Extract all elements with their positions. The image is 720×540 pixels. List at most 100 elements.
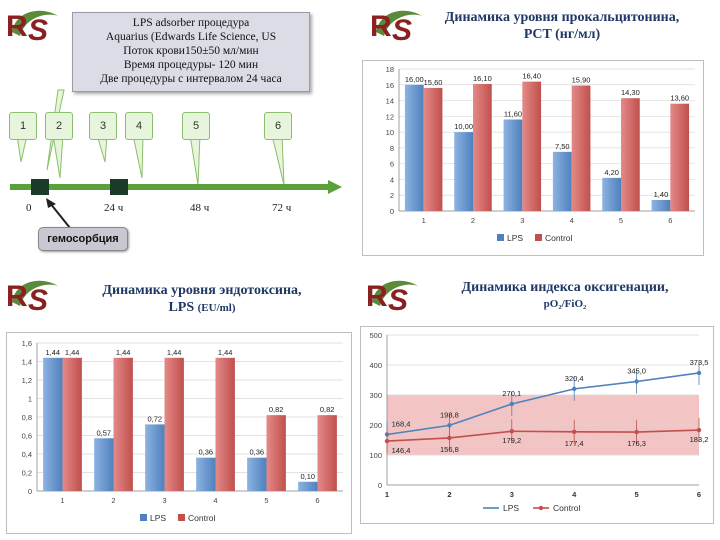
data-label: 320,4 [565,374,584,383]
data-point-lps [634,379,639,384]
bar-control [522,81,542,211]
data-label: 7,50 [555,142,570,151]
data-label: 0,82 [320,405,335,414]
y-tick-label: 14 [386,97,394,106]
x-tick-label: 4 [570,216,574,225]
svg-text:R: R [370,10,392,43]
data-label: 16,10 [473,74,492,83]
data-label: 1,44 [218,348,233,357]
callout-tail [132,134,144,179]
x-tick-label: 5 [264,496,268,505]
data-label: 0,72 [148,414,163,423]
bar-control [621,98,640,211]
data-label: 14,30 [621,88,640,97]
data-label: 177,4 [565,439,584,448]
data-label: 13,60 [670,94,689,103]
y-tick-label: 16 [386,81,394,90]
svg-text:S: S [28,284,48,314]
timepoint-callout-6: 6 [264,112,292,140]
series-line-lps [386,372,700,436]
y-tick-label: 0,6 [22,432,32,441]
bar-control [670,103,690,211]
bar-control [62,357,82,491]
x-tick-label: 5 [619,216,623,225]
y-tick-label: 8 [390,144,394,153]
y-tick-label: 18 [386,65,394,74]
bar-control [317,415,337,491]
x-tick-label: 3 [162,496,166,505]
info-line: Поток крови150±50 мл/мин [123,45,259,57]
legend-label-control: Control [545,233,573,243]
data-label: 15,60 [424,78,443,87]
data-label: 1,44 [167,348,182,357]
data-label: 0,82 [269,405,284,414]
y-tick-label: 0,8 [22,413,32,422]
data-point-lps [509,401,514,407]
timeline-axis [10,184,330,190]
pct-title: Динамика уровня прокальцитонина, [444,10,680,25]
bar-control [266,415,286,491]
x-tick-label: 2 [447,490,451,499]
legend-swatch-control [535,234,542,241]
lps-subtitle: LPS [168,300,195,315]
legend-label-lps: LPS [150,513,166,523]
data-point-control [572,429,577,434]
y-tick-label: 2 [390,191,394,200]
bar-lps [247,457,267,491]
y-tick-label: 300 [369,391,382,400]
y-tick-label: 1,4 [22,358,32,367]
bar-control [113,357,133,491]
legend-label-lps: LPS [503,503,519,513]
timepoint-callout-3: 3 [89,112,117,140]
legend-swatch-control [178,514,185,521]
bar-lps [404,84,424,211]
data-label: 4,20 [604,168,619,177]
data-label: 183,2 [690,435,709,444]
x-tick-label: 6 [697,490,701,499]
data-label: 16,40 [522,72,541,81]
data-label: 146,4 [392,446,411,455]
data-label: 0,36 [199,448,214,457]
timeline-arrowhead [328,180,342,194]
svg-text:S: S [28,14,48,44]
bar-control [571,85,591,211]
bar-lps [602,177,621,211]
hemosorption-label: гемосорбция [38,227,128,251]
y-tick-label: 400 [369,361,382,370]
x-tick-label: 4 [213,496,217,505]
lps-subtitle-unit: (EU/ml) [197,302,236,314]
y-tick-label: 200 [369,421,382,430]
info-line: Две процедуры с интервалом 24 часа [100,73,282,85]
oxy-panel-title: Динамика индекса оксигенации, pO₂/FiO₂ [420,279,710,313]
oxy-chart-frame: 0 100 200 300 400 500 1 2 3 4 5 6 168,4 198,8 270,1 320… [360,326,714,524]
data-label: 16,00 [405,75,424,84]
lps-bar-chart: 0 0,2 0,4 0,6 0,8 1 1,2 1,4 1,6 1,44 1,44 1 0,57 1,44… [22,339,343,523]
x-tick-label: 1 [60,496,64,505]
timepoint-callout-1: 1 [9,112,37,140]
callout-tail [52,134,64,179]
y-tick-label: 6 [390,160,394,169]
info-line: Aquarius (Edwards Life Science, US [105,31,277,43]
data-point-control [384,438,390,444]
data-label: 1,40 [654,190,669,199]
legend-swatch-lps [140,514,147,521]
info-line: LPS adsorber процедура [132,17,250,29]
x-tick-label: 2 [471,216,475,225]
legend-label-lps: LPS [507,233,523,243]
bar-control [473,83,492,211]
callout-tail [189,134,201,186]
rsp-logo: R S [366,280,418,314]
bar-lps [298,481,318,491]
data-point-lps [447,423,452,428]
timeline-tick-label: 48 ч [190,202,210,214]
bar-lps [503,119,523,211]
series-line-control [386,429,700,442]
data-label: 11,60 [504,109,522,118]
data-label: 270,1 [502,389,521,398]
data-label: 0,57 [97,428,112,437]
svg-text:S: S [388,284,408,314]
pct-bar-chart: 0 2 4 6 8 10 12 14 16 18 16,00 15,60 1 10,00 16,10 2 11,… [386,65,695,243]
data-point-control [509,429,514,434]
bar-lps [454,132,473,211]
data-label: 15,90 [572,76,591,85]
